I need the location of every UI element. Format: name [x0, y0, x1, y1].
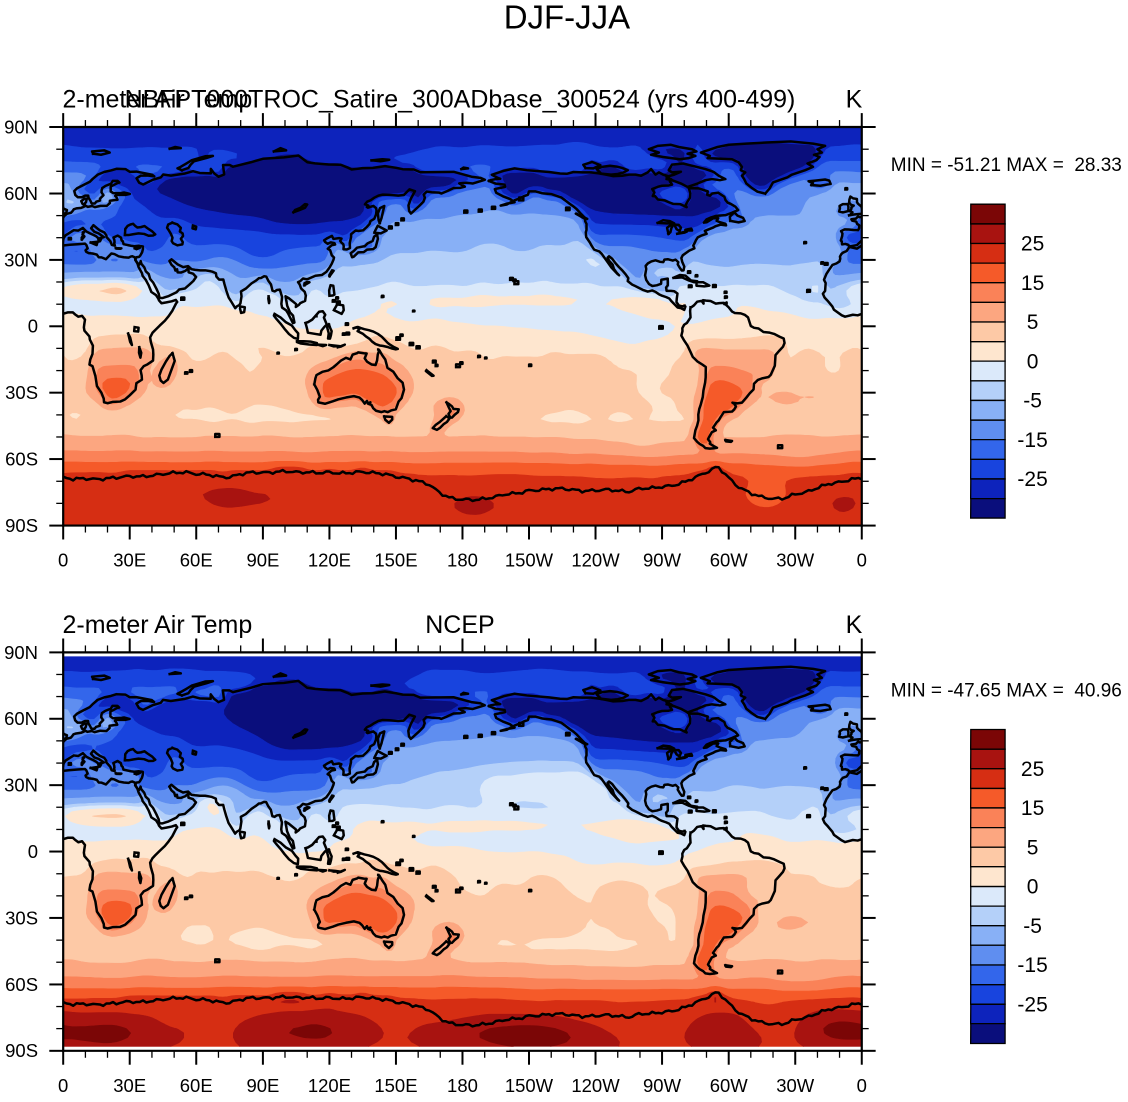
- svg-text:NBFPT000TROC_Satire_300ADbase_: NBFPT000TROC_Satire_300ADbase_300524 (yr…: [125, 86, 796, 114]
- svg-text:30N: 30N: [4, 775, 38, 796]
- svg-text:90W: 90W: [643, 1075, 682, 1096]
- svg-text:30S: 30S: [5, 907, 38, 928]
- svg-text:NCEP: NCEP: [425, 611, 494, 639]
- svg-text:0: 0: [58, 1075, 68, 1096]
- svg-text:180: 180: [447, 550, 478, 571]
- svg-text:2-meter Air Temp: 2-meter Air Temp: [62, 86, 252, 114]
- svg-text:0: 0: [1027, 876, 1039, 899]
- svg-text:K: K: [846, 86, 863, 114]
- svg-text:150E: 150E: [374, 1075, 417, 1096]
- svg-text:0: 0: [28, 841, 38, 862]
- svg-text:120W: 120W: [571, 1075, 620, 1096]
- svg-text:90S: 90S: [5, 515, 38, 536]
- svg-text:0: 0: [58, 550, 68, 571]
- svg-text:25: 25: [1021, 233, 1044, 256]
- svg-text:180: 180: [447, 1075, 478, 1096]
- svg-text:150W: 150W: [505, 550, 554, 571]
- svg-text:2-meter Air Temp: 2-meter Air Temp: [62, 611, 252, 639]
- svg-text:120E: 120E: [308, 550, 351, 571]
- svg-text:0: 0: [1027, 350, 1039, 373]
- svg-text:15: 15: [1021, 272, 1044, 295]
- svg-text:90W: 90W: [643, 550, 682, 571]
- svg-text:150E: 150E: [374, 550, 417, 571]
- svg-text:120E: 120E: [308, 1075, 351, 1096]
- svg-text:90N: 90N: [4, 642, 38, 663]
- svg-text:90E: 90E: [246, 550, 279, 571]
- svg-text:MIN = -51.21 MAX = 28.33: MIN = -51.21 MAX = 28.33: [891, 155, 1122, 176]
- svg-text:90N: 90N: [4, 116, 38, 137]
- svg-text:60E: 60E: [180, 1075, 213, 1096]
- svg-text:60S: 60S: [5, 448, 38, 469]
- svg-text:120W: 120W: [571, 550, 620, 571]
- svg-text:150W: 150W: [505, 1075, 554, 1096]
- svg-text:-25: -25: [1017, 468, 1047, 491]
- svg-text:90S: 90S: [5, 1040, 38, 1061]
- svg-text:60N: 60N: [4, 183, 38, 204]
- svg-text:-15: -15: [1017, 429, 1047, 452]
- svg-text:MIN = -47.65 MAX = 40.96: MIN = -47.65 MAX = 40.96: [891, 680, 1122, 701]
- svg-text:5: 5: [1027, 836, 1039, 859]
- svg-text:60W: 60W: [710, 550, 749, 571]
- svg-text:30S: 30S: [5, 382, 38, 403]
- svg-text:0: 0: [857, 1075, 867, 1096]
- svg-text:0: 0: [857, 550, 867, 571]
- svg-text:30W: 30W: [776, 550, 815, 571]
- svg-text:90E: 90E: [246, 1075, 279, 1096]
- svg-text:DJF-JJA: DJF-JJA: [504, 0, 630, 36]
- svg-text:60W: 60W: [710, 1075, 749, 1096]
- svg-text:60N: 60N: [4, 708, 38, 729]
- svg-text:-5: -5: [1023, 915, 1042, 938]
- svg-text:60S: 60S: [5, 974, 38, 995]
- svg-text:25: 25: [1021, 758, 1044, 781]
- svg-text:-5: -5: [1023, 390, 1042, 413]
- svg-text:30N: 30N: [4, 249, 38, 270]
- svg-text:30E: 30E: [113, 1075, 146, 1096]
- svg-text:15: 15: [1021, 797, 1044, 820]
- svg-text:30E: 30E: [113, 550, 146, 571]
- svg-text:0: 0: [28, 316, 38, 337]
- svg-text:-15: -15: [1017, 954, 1047, 977]
- svg-text:-25: -25: [1017, 993, 1047, 1016]
- svg-text:5: 5: [1027, 311, 1039, 334]
- svg-text:K: K: [846, 611, 863, 639]
- svg-text:60E: 60E: [180, 550, 213, 571]
- svg-text:30W: 30W: [776, 1075, 815, 1096]
